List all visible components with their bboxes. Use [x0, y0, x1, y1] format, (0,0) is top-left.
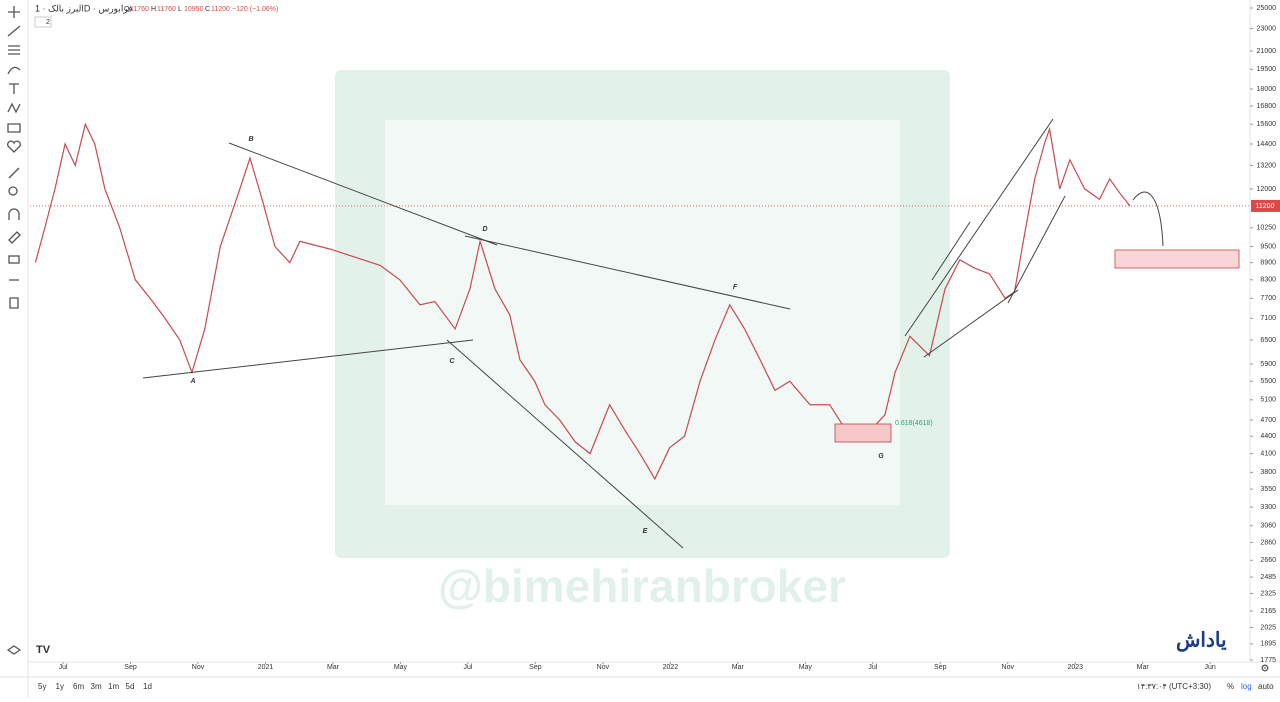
x-tick-label: Sep [529, 664, 542, 671]
watermark-text: @bimehiranbroker [438, 560, 846, 612]
y-tick-label: 9500 [1260, 243, 1276, 250]
y-tick-label: 5100 [1260, 397, 1276, 404]
wave-label: B [248, 136, 253, 143]
indicator-count[interactable]: 2 [46, 19, 50, 26]
y-tick-label: 2485 [1260, 574, 1276, 581]
target-zone[interactable] [1114, 249, 1240, 269]
x-tick-label: 2022 [663, 664, 679, 671]
y-tick-label: 15600 [1257, 121, 1277, 128]
y-tick-label: 1775 [1260, 657, 1276, 664]
drawing-toolbar[interactable] [6, 0, 29, 697]
y-tick-label: 8900 [1260, 259, 1276, 266]
y-tick-label: 5900 [1260, 361, 1276, 368]
y-tick-label: 1895 [1260, 641, 1276, 648]
y-tick-label: 2025 [1260, 624, 1276, 631]
x-tick-label: 2023 [1067, 664, 1083, 671]
y-tick-label: 2325 [1260, 590, 1276, 597]
ohlc-key: O [124, 6, 130, 13]
range-button[interactable]: 1m [108, 682, 119, 691]
y-tick-label: 18000 [1257, 86, 1277, 93]
last-price-label: 11200 [1256, 203, 1275, 210]
x-tick-label: May [394, 664, 408, 671]
wave-label: C [449, 358, 455, 365]
y-tick-label: 2660 [1260, 557, 1276, 564]
change: −120 (−1.06%) [232, 6, 278, 13]
y-tick-label: 3550 [1260, 486, 1276, 493]
y-tick-label: 16800 [1257, 103, 1277, 110]
ohlc-key: H [151, 6, 156, 13]
x-tick-label: 2021 [258, 664, 274, 671]
clock: ۱۴:۳۷:۰۴ (UTC+3:30) [1137, 682, 1212, 691]
y-tick-label: 4400 [1260, 433, 1276, 440]
ohlc-value: 11760 [130, 6, 149, 13]
y-tick-label: 12000 [1257, 186, 1277, 193]
ohlc-key: L [178, 6, 182, 13]
range-button[interactable]: 1d [143, 682, 152, 691]
ohlc-value: 10950 [184, 6, 204, 13]
y-tick-label: 10250 [1257, 225, 1277, 232]
price-line [34, 122, 1131, 481]
x-tick-label: Mar [327, 664, 340, 671]
y-tick-label: 8300 [1260, 277, 1276, 284]
last-price-tag [1251, 199, 1280, 212]
y-tick-label: 4100 [1260, 450, 1276, 457]
ohlc-key: C [205, 6, 210, 13]
wave-label: E [643, 528, 648, 535]
y-tick-label: 3300 [1260, 504, 1276, 511]
y-tick-label: 2860 [1260, 539, 1276, 546]
x-tick-label: Sep [124, 664, 137, 671]
y-tick-label: 13200 [1257, 162, 1277, 169]
wave-label: D [482, 226, 487, 233]
x-tick-label: Jun [1205, 664, 1216, 671]
range-button[interactable]: 5d [126, 682, 135, 691]
x-tick-label: Mar [1137, 664, 1150, 671]
percent-toggle[interactable]: % [1227, 682, 1234, 691]
x-tick-label: Jul [59, 664, 68, 671]
trend-lines[interactable] [142, 118, 1164, 549]
auto-toggle[interactable]: auto [1258, 682, 1274, 691]
wave-label: F [733, 284, 738, 291]
settings[interactable]: ⚙ [1261, 664, 1270, 675]
log-toggle[interactable]: log [1241, 682, 1252, 691]
ohlc-value: 11200 [211, 6, 230, 13]
x-tick-label: Nov [1002, 664, 1015, 671]
y-tick-label: 3060 [1260, 523, 1276, 530]
y-tick-label: 4700 [1260, 417, 1276, 424]
range-button[interactable]: 5y [38, 682, 46, 691]
x-tick-label: Mar [732, 664, 745, 671]
x-tick-label: Jul [463, 664, 472, 671]
wave-label: G [878, 453, 884, 460]
y-tick-label: 3800 [1260, 469, 1276, 476]
y-tick-label: 19500 [1257, 66, 1277, 73]
y-tick-label: 5500 [1260, 378, 1276, 385]
x-tick-label: Nov [597, 664, 610, 671]
logo: یاداش [1176, 629, 1227, 652]
x-tick-label: Jul [868, 664, 877, 671]
range-button[interactable]: 3m [91, 682, 102, 691]
y-tick-label: 7100 [1260, 315, 1276, 322]
symbol: البرز بالک · 1D · فرابورس [35, 3, 133, 14]
support-zone[interactable] [834, 423, 892, 443]
range-button[interactable]: 6m [73, 682, 84, 691]
range-button[interactable]: 1y [56, 682, 64, 691]
y-tick-label: 21000 [1257, 48, 1277, 55]
y-tick-label: 2165 [1260, 608, 1276, 615]
y-tick-label: 7700 [1260, 295, 1276, 302]
y-tick-label: 6500 [1260, 337, 1276, 344]
x-tick-label: Sep [934, 664, 947, 671]
x-tick-label: Nov [192, 664, 205, 671]
x-tick-label: May [799, 664, 813, 671]
y-tick-label: 25000 [1257, 5, 1277, 12]
fib-label: 0.618(4618) [895, 420, 933, 427]
ohlc-value: 11760 [157, 6, 176, 13]
wave-label: A [189, 378, 195, 385]
tv-logo: TV [36, 644, 51, 656]
y-tick-label: 14400 [1257, 141, 1277, 148]
y-tick-label: 23000 [1257, 25, 1277, 32]
